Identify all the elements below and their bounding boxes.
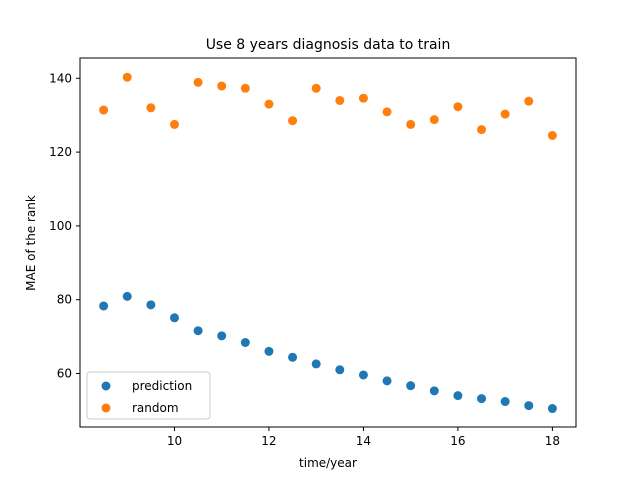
y-tick-label: 80 [57,293,72,307]
x-axis-label: time/year [299,456,357,470]
random-point [406,119,416,129]
x-tick-label: 16 [450,434,465,448]
random-point [146,103,156,113]
prediction-point [524,401,534,411]
prediction-point [382,376,392,386]
prediction-point [146,300,156,310]
plot-area [99,72,557,414]
prediction-point [264,346,274,356]
y-axis-label: MAE of the rank [24,195,38,291]
prediction-point [358,370,368,380]
prediction-point [122,291,132,301]
prediction-point [335,365,345,375]
prediction-point [477,394,487,404]
prediction-point [217,331,227,341]
prediction-point [429,386,439,396]
random-point [477,125,487,135]
y-tick-label: 60 [57,366,72,380]
random-point [193,77,203,87]
prediction-point [311,359,321,369]
prediction-point [240,338,250,347]
prediction-point [453,391,463,401]
prediction-point [169,313,179,323]
random-point [99,105,109,115]
random-point [217,81,227,91]
random-point [264,99,274,109]
legend: prediction random [86,371,211,420]
random-point [524,96,534,106]
random-legend-marker [101,403,111,413]
y-tick-label: 120 [49,145,72,159]
random-point [122,72,132,82]
prediction-point [288,352,298,362]
random-point [500,109,510,119]
y-tick-label: 140 [49,71,72,85]
random-point [335,95,345,105]
random-point [169,119,179,129]
prediction-point [99,301,109,311]
chart-title: Use 8 years diagnosis data to train [206,37,451,53]
x-tick-label: 18 [545,434,560,448]
random-point [382,107,392,117]
prediction-point [547,404,557,414]
x-tick-label: 14 [356,434,371,448]
prediction-legend-label: prediction [132,379,192,393]
random-point [240,83,250,93]
y-tick-label: 100 [49,219,72,233]
random-point [453,102,463,112]
random-point [358,93,368,103]
prediction-point [406,381,416,391]
x-tick-label: 10 [167,434,182,448]
random-point [288,116,298,126]
x-tick-label: 12 [261,434,276,448]
random-point [429,115,439,125]
random-point [311,83,321,93]
axes: 10 12 14 16 18 60 80 100 120 140 [49,57,577,448]
prediction-point [500,397,510,407]
legend-box [86,371,211,420]
random-point [547,130,557,140]
prediction-legend-marker [101,381,111,391]
axes-frame [79,57,577,428]
prediction-point [193,326,203,336]
random-legend-label: random [132,401,179,415]
